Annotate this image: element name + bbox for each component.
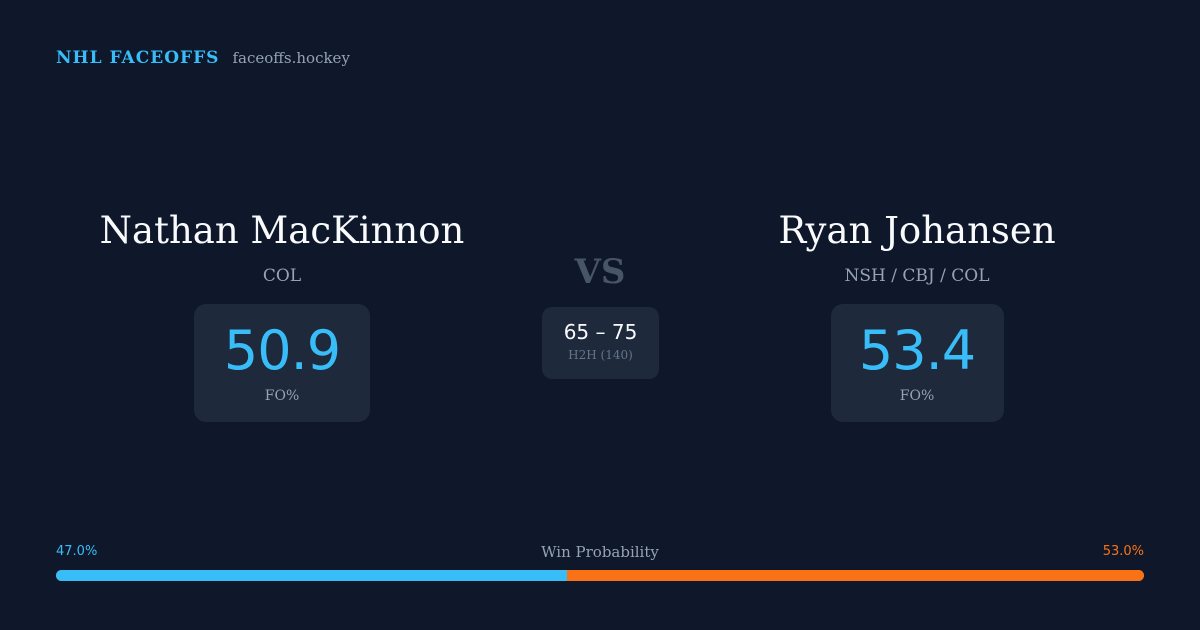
win-probability-bar [56, 570, 1144, 581]
player-left-panel: Nathan MacKinnon COL 50.9 FO% [52, 204, 512, 422]
player-right-team: NSH / CBJ / COL [844, 266, 990, 286]
player-right-name: Ryan Johansen [778, 209, 1056, 252]
head-to-head-score: 65 – 75 [563, 320, 638, 344]
win-probability-bar-left [56, 570, 568, 581]
player-right-fo-value: 53.4 [858, 319, 976, 382]
player-right-stat-card: 53.4 FO% [830, 304, 1004, 422]
win-probability-bar-right [567, 570, 1144, 581]
player-left-fo-label: FO% [264, 388, 300, 404]
player-right-panel: Ryan Johansen NSH / CBJ / COL 53.4 FO% [687, 204, 1147, 422]
win-probability-title: Win Probability [541, 543, 659, 561]
player-left-team: COL [262, 266, 302, 286]
versus-label: VS [574, 252, 626, 292]
head-to-head-label: H2H (140) [568, 348, 633, 362]
brand-header: NHL FACEOFFS faceoffs.hockey [56, 48, 350, 68]
player-left-stat-card: 50.9 FO% [194, 304, 370, 422]
win-probability-labels: 47.0% Win Probability 53.0% [56, 541, 1144, 563]
brand-domain: faceoffs.hockey [232, 49, 350, 67]
player-left-fo-value: 50.9 [223, 319, 341, 382]
head-to-head-card: 65 – 75 H2H (140) [542, 307, 659, 379]
win-probability-right-value: 53.0% [1102, 544, 1144, 559]
player-left-name: Nathan MacKinnon [99, 209, 465, 252]
player-right-fo-label: FO% [899, 388, 935, 404]
brand-name: NHL FACEOFFS [56, 48, 220, 68]
win-probability-left-value: 47.0% [56, 544, 98, 559]
